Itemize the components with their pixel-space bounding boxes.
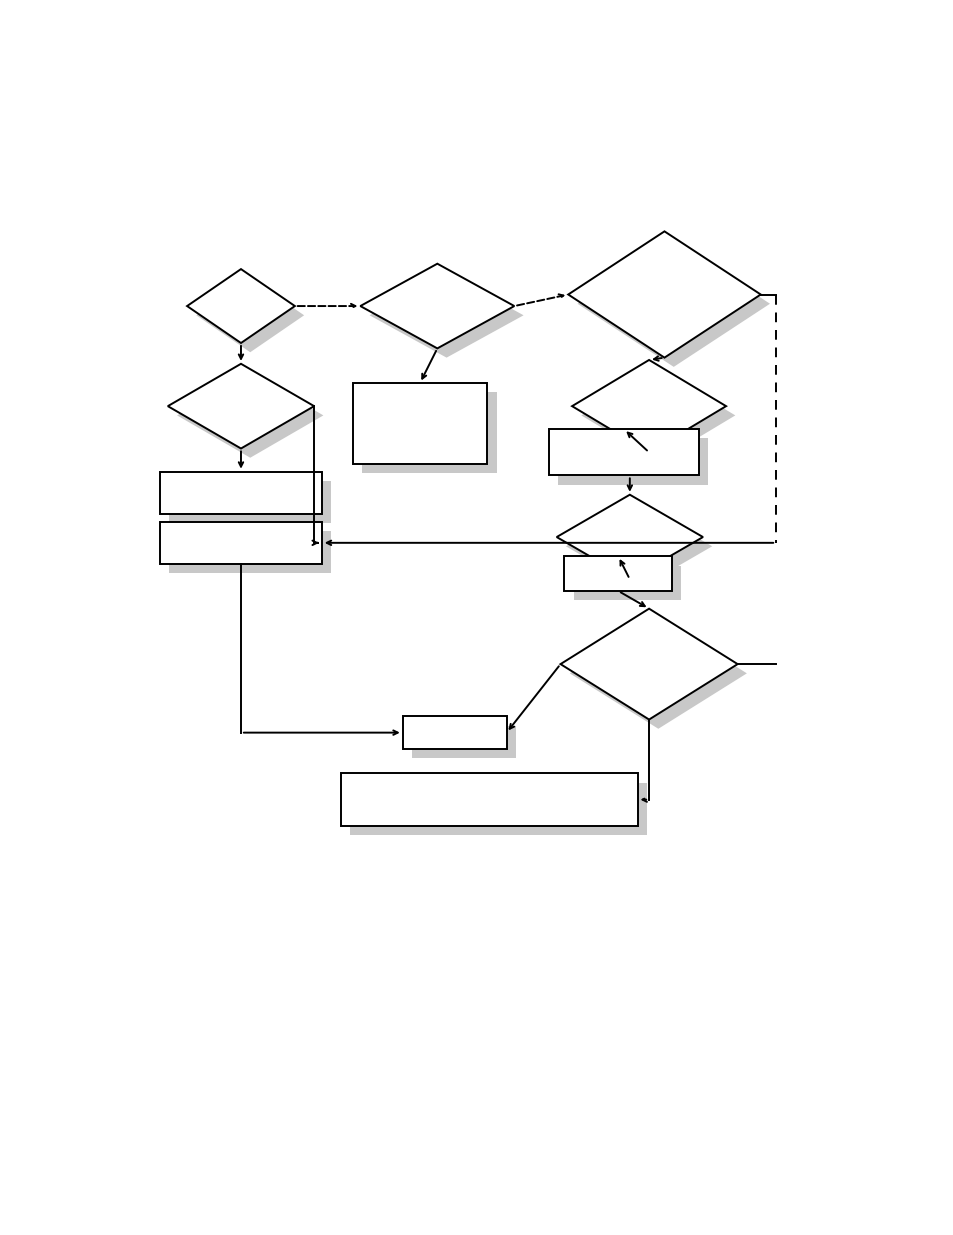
Bar: [170, 531, 331, 573]
Bar: [548, 430, 699, 475]
Polygon shape: [196, 278, 304, 352]
Bar: [564, 556, 672, 592]
Polygon shape: [569, 618, 746, 729]
Bar: [558, 438, 708, 484]
Bar: [573, 566, 680, 600]
Bar: [170, 480, 331, 524]
Polygon shape: [168, 364, 314, 448]
Polygon shape: [577, 241, 769, 367]
Bar: [350, 783, 646, 835]
Polygon shape: [187, 269, 294, 343]
Polygon shape: [177, 373, 323, 458]
Bar: [361, 393, 497, 473]
Bar: [353, 383, 487, 464]
Polygon shape: [560, 609, 737, 720]
Bar: [412, 726, 516, 758]
Bar: [160, 521, 321, 564]
Polygon shape: [572, 359, 725, 452]
Polygon shape: [557, 495, 702, 579]
Polygon shape: [580, 369, 735, 462]
Polygon shape: [565, 504, 712, 589]
Bar: [160, 472, 321, 514]
Bar: [341, 773, 637, 826]
Polygon shape: [568, 231, 760, 358]
Polygon shape: [369, 273, 523, 358]
Polygon shape: [360, 264, 514, 348]
Bar: [402, 716, 506, 748]
